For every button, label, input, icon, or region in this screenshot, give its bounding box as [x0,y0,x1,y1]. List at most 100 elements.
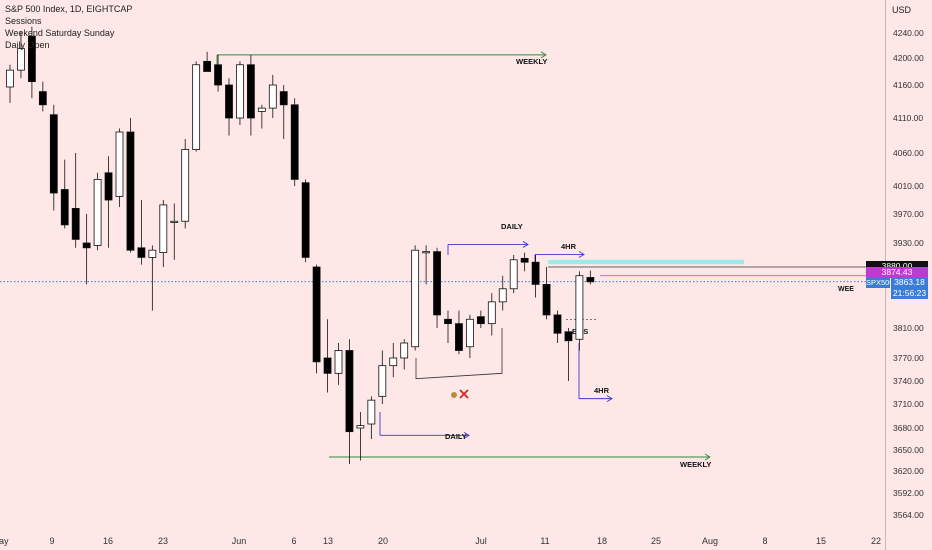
demand-zone [548,259,744,265]
time-axis-label: 13 [323,536,333,546]
candle [214,54,222,92]
price-tick-label: 4110.00 [893,113,924,123]
price-tick-label: 3680.00 [893,423,924,433]
candle-body-up [575,275,584,340]
candle-body-down [27,35,36,83]
candle-body-down [301,182,310,258]
candle-body-up [509,259,518,290]
candle-body-up [17,48,25,71]
candle-body-up [6,69,14,88]
candle-body-up [367,399,376,425]
candle [49,104,58,211]
candle [203,51,212,72]
candle [444,310,452,343]
weekly-top-arrow-head [540,51,547,59]
candle-body-up [389,357,398,367]
candle [356,412,365,461]
candle [312,264,321,374]
candle [268,74,277,118]
candle [126,118,135,253]
candle-body-up [170,220,179,223]
four-hr-low-label: 4HR [594,386,610,395]
price-tick-label: 3970.00 [893,209,924,219]
price-tick-label: 3770.00 [893,353,924,363]
candle [465,314,474,358]
candle [246,54,255,136]
symbol-tag: SPX500 [866,276,894,288]
money-bag-icon [451,392,457,398]
daily-mid-arrow-head [522,241,529,248]
candle-body-down [345,350,354,433]
candle [290,98,299,186]
daily-low-arrow [379,412,470,439]
candle-body-down [126,131,135,251]
time-axis-label: 25 [651,536,661,546]
symbol-title[interactable]: S&P 500 Index, 1D, EIGHTCAP [5,4,133,14]
price-tick-label: 3620.00 [893,466,924,476]
time-axis-label: 9 [49,536,54,546]
candle [148,245,157,311]
candle [192,61,201,152]
candle [553,310,562,343]
weekly-right-label: WEE [838,286,854,293]
candle-body-up [465,318,474,348]
candle-body-up [356,425,365,429]
candle [38,81,47,112]
weekly-low-label: WEEKLY [680,460,711,469]
time-axis-label: 23 [158,536,168,546]
candle [181,139,190,229]
last-price-tag: 3863.18 [891,276,928,288]
candle-body-down [476,316,485,325]
daily-low-label: DAILY [445,432,467,441]
candle-body-up [236,64,244,119]
daily-mid-arrow [447,241,529,255]
price-tick-label: 4060.00 [893,148,924,158]
four-hr-top-arrow-head [578,251,585,258]
candle [455,310,463,355]
indicator-daily-open[interactable]: Daily Open [5,40,50,50]
candle [82,214,91,285]
currency-label: USD [892,5,912,15]
candle-body-down [290,104,299,180]
candle-body-up [257,107,266,112]
weekly-top-label: WEEKLY [516,57,547,66]
candle-body-down [312,266,321,363]
neckline-bracket [415,328,503,380]
candle [422,245,431,285]
weekly-top-arrow [216,51,547,69]
candle [104,156,113,248]
time-axis-label: Jun [232,536,247,546]
candle [411,245,420,351]
price-tick-label: 3710.00 [893,399,924,409]
candle [520,252,529,272]
candle [159,200,168,267]
candle-body-up [148,249,157,258]
time-axis-label: 8 [762,536,767,546]
price-tick-label: 3592.00 [893,488,924,498]
candle-body-down [246,64,255,119]
candle [400,339,409,370]
price-tick-label: 3810.00 [893,323,924,333]
candle [487,293,496,336]
candle-body-up [422,251,431,254]
indicator-weekend[interactable]: Weekend Saturday Sunday [5,28,115,38]
failed-mark-icon [459,389,469,399]
time-axis-label: Jul [475,536,487,546]
candle [498,275,507,311]
candle [575,271,584,351]
candle-body-down [279,91,288,106]
indicator-sessions[interactable]: Sessions [5,16,42,26]
candle-body-up [115,131,124,197]
time-axis-label: May [0,536,9,546]
price-tag-level: 3880.00 [866,261,928,272]
candle-body-down [214,64,222,86]
candle [433,247,441,328]
candle [378,350,387,404]
time-axis-label: 20 [378,536,388,546]
time-axis-label: 16 [103,536,113,546]
candle-body-down [203,60,212,72]
bar-countdown: 21:56:23 [891,287,928,299]
candle [137,200,146,265]
candle [323,319,332,393]
